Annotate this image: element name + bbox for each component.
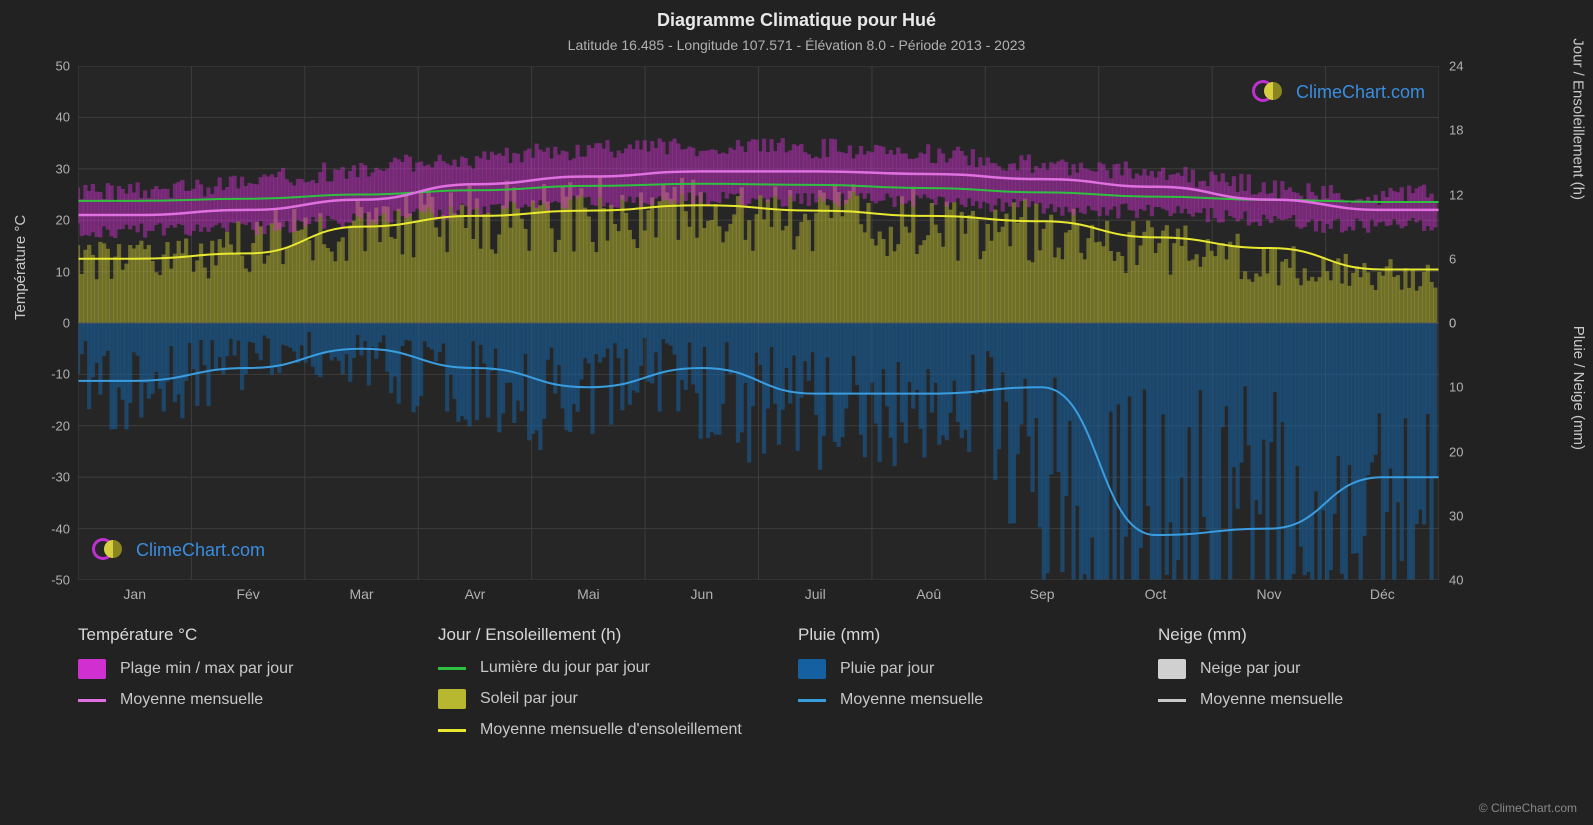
logo-icon xyxy=(1252,80,1288,104)
y-right-tick: 0 xyxy=(1449,316,1456,331)
y-left-tick: 0 xyxy=(40,316,70,331)
y-left-axis-label: Température °C xyxy=(12,215,29,320)
legend-head: Pluie (mm) xyxy=(798,625,1138,645)
legend-label: Pluie par jour xyxy=(840,660,934,678)
legend-col-snow: Neige (mm) Neige par jour Moyenne mensuel… xyxy=(1158,625,1518,751)
legend-label: Moyenne mensuelle d'ensoleillement xyxy=(480,721,742,739)
legend-col-temperature: Température °C Plage min / max par jour M… xyxy=(78,625,438,751)
legend-head: Température °C xyxy=(78,625,418,645)
y-right-tick: 20 xyxy=(1449,444,1463,459)
x-tick: Avr xyxy=(418,586,531,602)
legend-swatch xyxy=(798,699,826,702)
legend-label: Neige par jour xyxy=(1200,660,1301,678)
legend-item: Lumière du jour par jour xyxy=(438,659,778,677)
legend-swatch xyxy=(1158,699,1186,702)
climate-chart-svg xyxy=(78,66,1439,580)
legend-label: Lumière du jour par jour xyxy=(480,659,650,677)
legend-items: Plage min / max par jour Moyenne mensuell… xyxy=(78,659,418,709)
y-right-bot-ticks: 010203040 xyxy=(1443,323,1479,580)
logo-icon xyxy=(92,538,128,562)
legend-swatch xyxy=(78,659,106,679)
x-tick: Aoû xyxy=(872,586,985,602)
x-tick: Oct xyxy=(1099,586,1212,602)
y-right-tick: 40 xyxy=(1449,573,1463,588)
y-right-tick: 10 xyxy=(1449,380,1463,395)
y-right-tick: 18 xyxy=(1449,123,1463,138)
legend-items: Pluie par jour Moyenne mensuelle xyxy=(798,659,1138,709)
legend-item: Moyenne mensuelle xyxy=(78,691,418,709)
y-left-tick: 10 xyxy=(40,264,70,279)
x-tick: Mai xyxy=(532,586,645,602)
x-tick: Mar xyxy=(305,586,418,602)
legend-item: Moyenne mensuelle d'ensoleillement xyxy=(438,721,778,739)
y-right-tick: 24 xyxy=(1449,59,1463,74)
legend-item: Neige par jour xyxy=(1158,659,1498,679)
chart-area: ClimeChart.com ClimeChart.com xyxy=(78,66,1439,580)
watermark-top-right: ClimeChart.com xyxy=(1252,80,1425,104)
watermark-text: ClimeChart.com xyxy=(136,540,265,561)
watermark-bottom-left: ClimeChart.com xyxy=(92,538,265,562)
legend-item: Soleil par jour xyxy=(438,689,778,709)
legend-item: Pluie par jour xyxy=(798,659,1138,679)
x-tick: Jun xyxy=(645,586,758,602)
legend-item: Moyenne mensuelle xyxy=(1158,691,1498,709)
legend-label: Moyenne mensuelle xyxy=(1200,691,1343,709)
legend-item: Moyenne mensuelle xyxy=(798,691,1138,709)
legend-swatch xyxy=(438,689,466,709)
x-tick: Jan xyxy=(78,586,191,602)
y-left-tick: 30 xyxy=(40,161,70,176)
y-left-tick: 50 xyxy=(40,59,70,74)
legend-label: Moyenne mensuelle xyxy=(840,691,983,709)
legend-item: Plage min / max par jour xyxy=(78,659,418,679)
y-right-top-ticks: 24181260 xyxy=(1443,66,1479,323)
y-left-tick: -40 xyxy=(40,521,70,536)
legend-col-rain: Pluie (mm) Pluie par jour Moyenne mensuel… xyxy=(798,625,1158,751)
chart-title: Diagramme Climatique pour Hué xyxy=(0,0,1593,31)
y-right-top-axis-label: Jour / Ensoleillement (h) xyxy=(1570,38,1587,200)
legend-label: Soleil par jour xyxy=(480,690,578,708)
y-left-tick: -10 xyxy=(40,367,70,382)
legend: Température °C Plage min / max par jour M… xyxy=(78,625,1518,751)
y-right-bot-axis-label: Pluie / Neige (mm) xyxy=(1570,326,1587,450)
legend-swatch xyxy=(1158,659,1186,679)
legend-items: Neige par jour Moyenne mensuelle xyxy=(1158,659,1498,709)
legend-items: Lumière du jour par jour Soleil par jour M… xyxy=(438,659,778,739)
y-left-tick: -30 xyxy=(40,470,70,485)
legend-label: Plage min / max par jour xyxy=(120,660,293,678)
y-right-tick: 12 xyxy=(1449,187,1463,202)
x-tick: Fév xyxy=(191,586,304,602)
x-tick: Juil xyxy=(759,586,872,602)
legend-swatch xyxy=(438,729,466,732)
legend-head: Neige (mm) xyxy=(1158,625,1498,645)
legend-swatch xyxy=(798,659,826,679)
legend-swatch xyxy=(438,667,466,670)
y-right-tick: 30 xyxy=(1449,508,1463,523)
y-right-tick: 6 xyxy=(1449,251,1456,266)
y-left-ticks: 50403020100-10-20-30-40-50 xyxy=(40,66,76,580)
y-left-tick: 40 xyxy=(40,110,70,125)
x-tick: Déc xyxy=(1326,586,1439,602)
copyright-text: © ClimeChart.com xyxy=(1479,801,1577,815)
x-tick: Nov xyxy=(1212,586,1325,602)
legend-col-daylight: Jour / Ensoleillement (h) Lumière du jou… xyxy=(438,625,798,751)
legend-swatch xyxy=(78,699,106,702)
watermark-text: ClimeChart.com xyxy=(1296,82,1425,103)
legend-head: Jour / Ensoleillement (h) xyxy=(438,625,778,645)
y-left-tick: -50 xyxy=(40,573,70,588)
x-tick: Sep xyxy=(985,586,1098,602)
chart-subtitle: Latitude 16.485 - Longitude 107.571 - Él… xyxy=(0,31,1593,53)
x-axis-ticks: JanFévMarAvrMaiJunJuilAoûSepOctNovDéc xyxy=(78,586,1439,602)
y-left-tick: -20 xyxy=(40,418,70,433)
y-left-tick: 20 xyxy=(40,213,70,228)
legend-label: Moyenne mensuelle xyxy=(120,691,263,709)
